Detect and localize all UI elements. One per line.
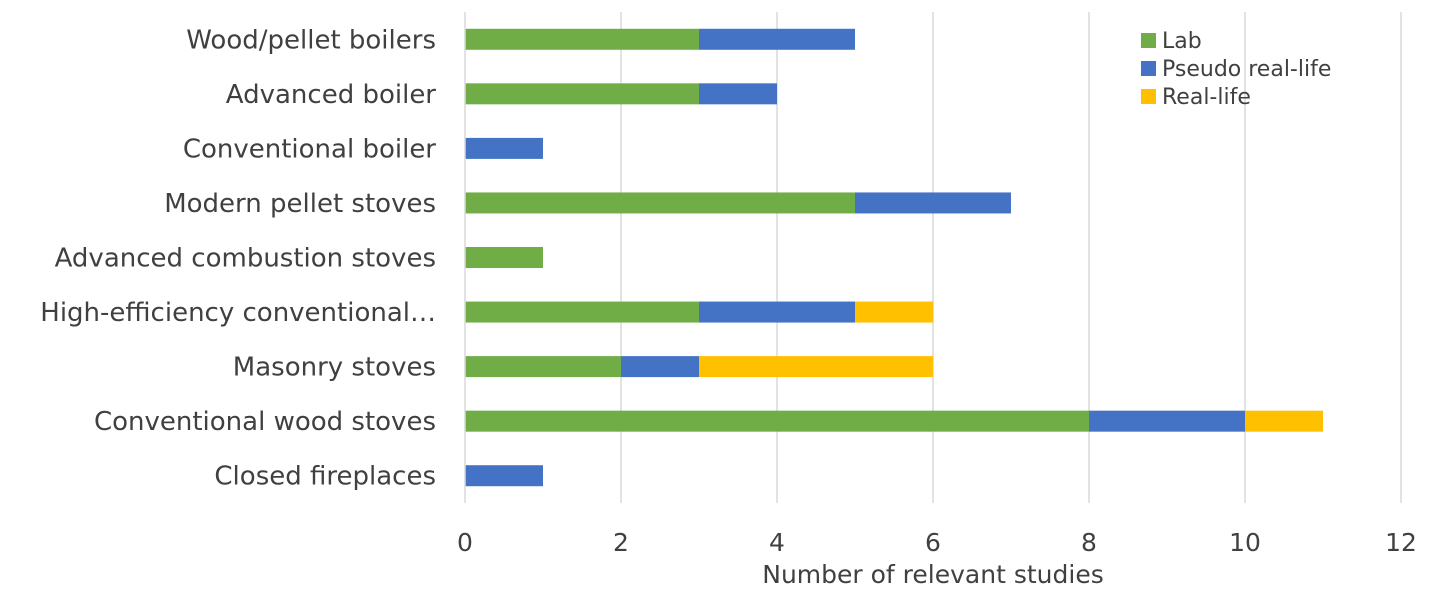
bar-0-0 <box>465 28 699 50</box>
legend-swatch-1 <box>1141 61 1156 76</box>
bar-1-8 <box>465 465 543 487</box>
category-label: Closed fireplaces <box>214 462 436 492</box>
x-tick-label-0: 0 <box>457 528 473 557</box>
category-label: Modern pellet stoves <box>164 189 436 219</box>
bar-0-4 <box>465 247 543 268</box>
x-tick-label-8: 8 <box>1081 528 1097 557</box>
legend-label-1: Pseudo real-life <box>1162 57 1331 82</box>
x-tick-label-12: 12 <box>1385 528 1417 557</box>
legend-label-2: Real-life <box>1162 85 1251 110</box>
legend-label-0: Lab <box>1162 29 1202 54</box>
category-label: Masonry stoves <box>233 353 436 383</box>
tick-labels: 0 2 4 6 8 10 12 <box>457 528 1417 557</box>
bar-1-2 <box>465 137 543 159</box>
bar-2-6 <box>699 356 933 378</box>
category-labels: Wood/pellet boilers Advanced boiler Conven… <box>40 25 436 491</box>
bar-0-3 <box>465 192 855 214</box>
bar-2-7 <box>1245 410 1323 432</box>
category-label: Advanced combustion stoves <box>55 244 436 274</box>
x-tick-label-4: 4 <box>769 528 785 557</box>
bar-0-5 <box>465 301 699 323</box>
bar-1-1 <box>699 83 777 105</box>
x-tick-label-6: 6 <box>925 528 941 557</box>
bar-0-7 <box>465 410 1089 432</box>
bar-0-1 <box>465 83 699 105</box>
category-label: Wood/pellet boilers <box>186 25 436 55</box>
legend: Lab Pseudo real-life Real-life <box>1141 29 1331 110</box>
bar-2-5 <box>855 301 933 323</box>
x-tick-label-2: 2 <box>613 528 629 557</box>
bar-1-7 <box>1089 410 1245 432</box>
bar-1-0 <box>699 28 855 50</box>
category-label: Conventional wood stoves <box>94 407 436 437</box>
x-axis-title: Number of relevant studies <box>762 560 1103 585</box>
bar-1-5 <box>699 301 855 323</box>
x-tick-label-10: 10 <box>1229 528 1261 557</box>
bar-0-6 <box>465 356 621 378</box>
category-label: Advanced boiler <box>226 80 437 110</box>
bar-1-6 <box>621 356 699 378</box>
bars <box>465 28 1323 487</box>
legend-swatch-2 <box>1141 89 1156 104</box>
legend-swatch-0 <box>1141 33 1156 48</box>
bar-1-3 <box>855 192 1011 214</box>
category-label: Conventional boiler <box>183 134 436 164</box>
category-label: High-efficiency conventional… <box>40 298 436 328</box>
